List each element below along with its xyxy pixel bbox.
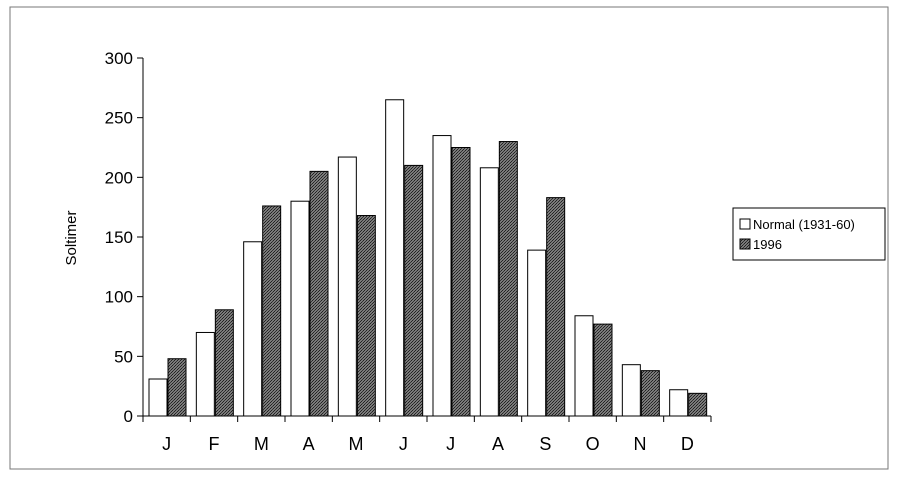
bar-1996-6 — [451, 147, 471, 417]
bar-1996-3 — [309, 170, 329, 417]
legend-label-normal: Normal (1931-60) — [753, 217, 855, 232]
x-tick-label-11: D — [681, 434, 694, 454]
x-tick-label-9: O — [586, 434, 600, 454]
bar-1996-10 — [640, 370, 660, 417]
x-tick-label-3: A — [303, 434, 315, 454]
y-tick-label-4: 200 — [105, 168, 133, 187]
bar-1996-5 — [404, 164, 424, 417]
bar-1996-4 — [356, 215, 376, 417]
x-tick-label-6: J — [446, 434, 455, 454]
bar-normal-6 — [432, 135, 452, 417]
legend-swatch-1996 — [739, 238, 751, 250]
x-tick-label-2: M — [254, 434, 269, 454]
y-tick-label-5: 250 — [105, 109, 133, 128]
bar-1996-9 — [593, 323, 613, 417]
y-tick-label-2: 100 — [105, 288, 133, 307]
x-tick-label-7: A — [492, 434, 504, 454]
y-tick-label-3: 150 — [105, 228, 133, 247]
bar-1996-7 — [498, 141, 518, 417]
bar-normal-4 — [337, 156, 357, 417]
legend-swatch-normal — [739, 218, 751, 230]
legend-label-1996: 1996 — [753, 237, 782, 252]
bar-normal-3 — [290, 200, 310, 417]
bar-normal-10 — [621, 364, 641, 417]
legend-box — [732, 207, 886, 261]
y-tick-label-0: 0 — [124, 407, 133, 426]
bar-1996-11 — [688, 392, 708, 417]
bar-normal-11 — [669, 389, 689, 417]
bar-normal-0 — [148, 378, 168, 417]
x-tick-label-10: N — [634, 434, 647, 454]
y-tick-label-1: 50 — [114, 347, 133, 366]
bar-1996-1 — [214, 309, 234, 417]
plot-area — [148, 99, 708, 417]
bar-1996-2 — [262, 205, 282, 417]
x-tick-label-8: S — [539, 434, 551, 454]
bar-normal-1 — [195, 331, 215, 417]
bar-normal-8 — [527, 249, 547, 417]
bar-normal-7 — [479, 167, 499, 417]
x-tick-label-1: F — [209, 434, 220, 454]
bar-1996-0 — [167, 358, 187, 417]
bar-normal-9 — [574, 315, 594, 417]
bar-1996-8 — [546, 197, 566, 417]
bar-normal-5 — [385, 99, 405, 417]
y-axis-label: Soltimer — [63, 210, 80, 265]
y-tick-label-6: 300 — [105, 49, 133, 68]
y-axis: 0 50 100 150 200 250 300 — [105, 49, 144, 426]
bar-normal-2 — [243, 241, 263, 417]
legend: Normal (1931-60) 1996 — [732, 207, 886, 261]
x-tick-label-4: M — [349, 434, 364, 454]
x-tick-label-0: J — [162, 434, 171, 454]
x-tick-label-5: J — [399, 434, 408, 454]
